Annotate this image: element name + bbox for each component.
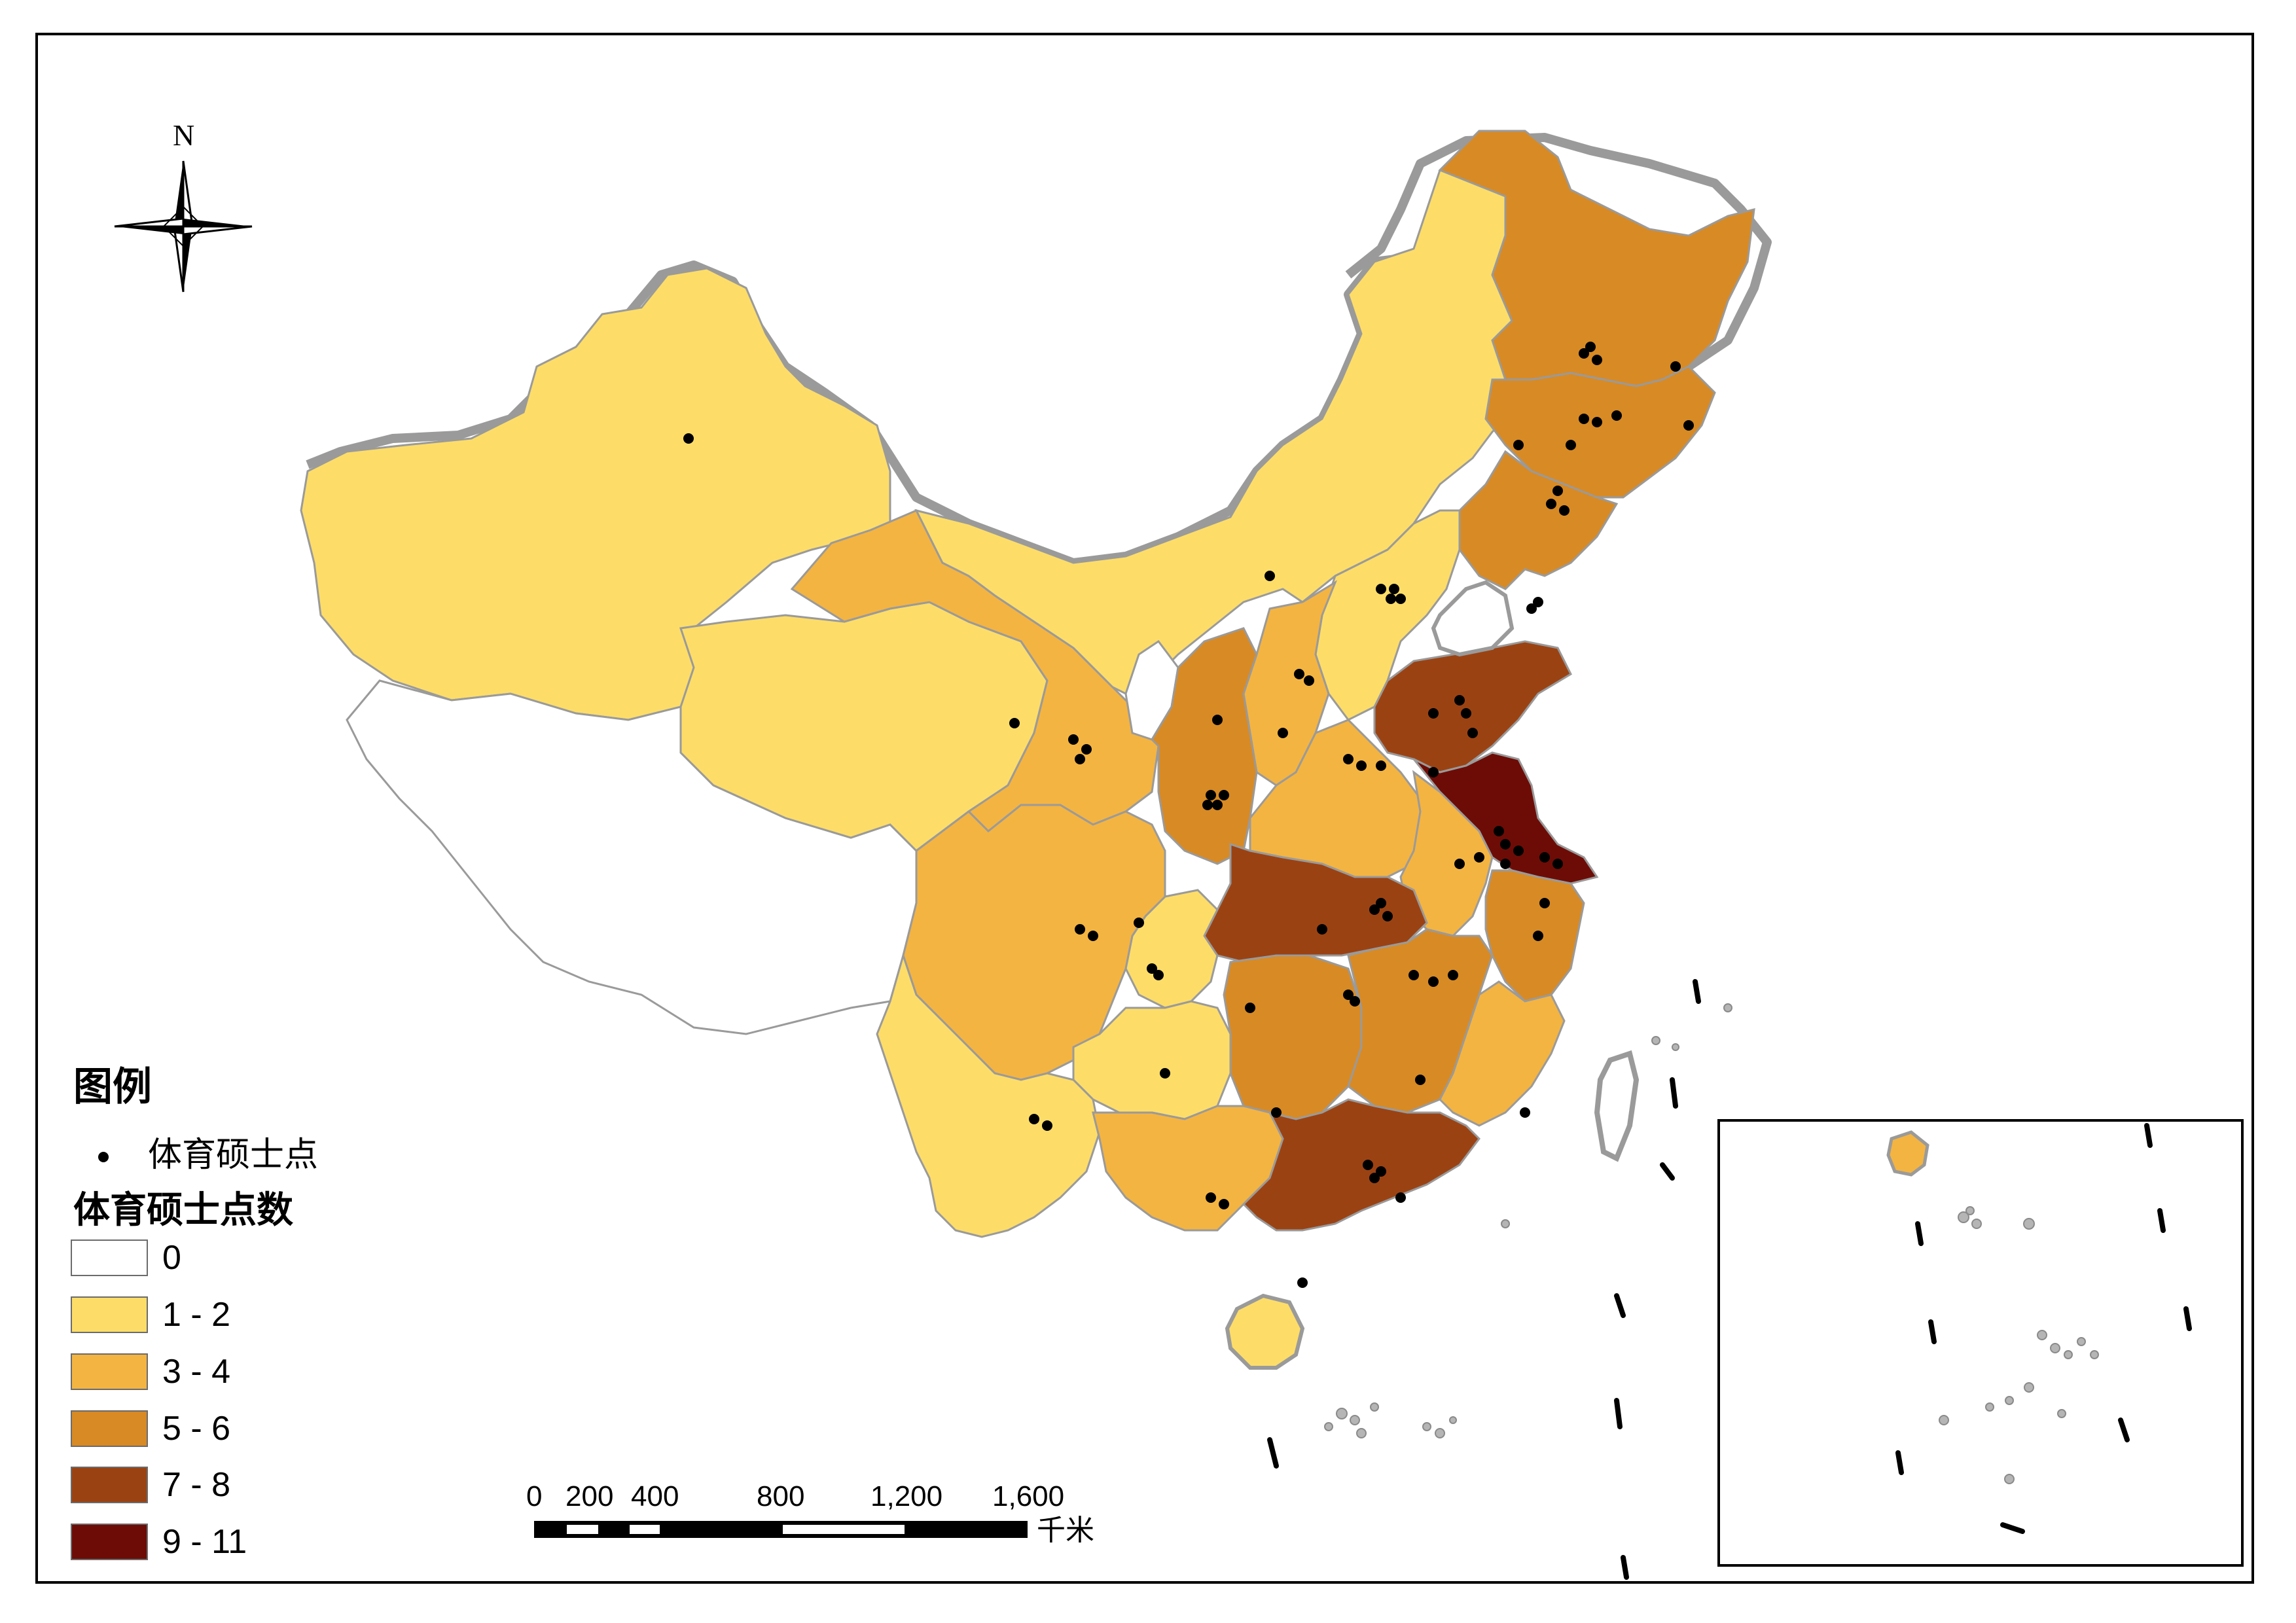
- legend-class-row: 9 - 11: [71, 1523, 247, 1561]
- region-fujian: [1439, 980, 1566, 1127]
- scale-unit: 千米: [1037, 1514, 1094, 1547]
- region-heilongjiang: [1438, 130, 1755, 387]
- south-china-sea-inset: [1717, 1119, 2244, 1567]
- legend-class-row: 7 - 8: [71, 1466, 231, 1504]
- legend-class-row: 5 - 6: [71, 1410, 231, 1448]
- scale-tick-label: 200: [565, 1480, 614, 1512]
- region-anhui: [1399, 770, 1494, 937]
- scale-tick-label: 1,600: [992, 1480, 1065, 1512]
- legend-class-label: 3 - 4: [162, 1353, 231, 1391]
- legend-point-entry: 体育硕士点: [98, 1127, 318, 1176]
- legend-class-label: 9 - 11: [162, 1523, 247, 1561]
- legend-point-label: 体育硕士点: [148, 1135, 319, 1175]
- legend-class-row: 1 - 2: [71, 1296, 231, 1334]
- scale-bar: [534, 1521, 1028, 1538]
- nine-dash-line: [1267, 979, 1701, 1580]
- region-tibet: [346, 679, 918, 1035]
- point-symbol-icon: [98, 1152, 109, 1162]
- north-label: N: [173, 118, 195, 152]
- scale-tick-label: 0: [526, 1480, 543, 1512]
- legend-swatch: [71, 1296, 148, 1333]
- legend-class-row: 0: [71, 1239, 181, 1277]
- north-arrow: [114, 160, 253, 293]
- legend-class-label: 7 - 8: [162, 1466, 231, 1504]
- region-shandong: [1373, 640, 1572, 774]
- legend-class-row: 3 - 4: [71, 1353, 231, 1391]
- master-points: [683, 342, 1694, 1288]
- region-guangdong: [1242, 1098, 1480, 1232]
- legend-class-label: 5 - 6: [162, 1410, 231, 1448]
- legend-swatch: [71, 1353, 148, 1390]
- legend-classes-title: 体育硕士点数: [73, 1189, 293, 1232]
- legend-swatch: [71, 1467, 148, 1503]
- region-hunan: [1223, 954, 1363, 1120]
- legend-class-label: 0: [162, 1239, 181, 1277]
- legend-swatch: [71, 1240, 148, 1276]
- region-liaoning: [1458, 450, 1619, 590]
- scale-tick-label: 400: [631, 1480, 679, 1512]
- legend-title: 图例: [73, 1064, 152, 1110]
- region-hainan: [1225, 1293, 1305, 1370]
- legend-swatch: [71, 1524, 148, 1560]
- scale-tick-label: 800: [757, 1480, 805, 1512]
- bohai-sea: [1431, 580, 1515, 657]
- region-yunnan: [876, 952, 1101, 1238]
- map-frame: [35, 33, 2254, 1584]
- scale-tick-label: 1,200: [870, 1480, 943, 1512]
- legend-class-label: 1 - 2: [162, 1296, 231, 1334]
- legend-swatch: [71, 1410, 148, 1447]
- south-sea-islands: [1324, 1003, 1732, 1438]
- region-taiwan: [1594, 1050, 1640, 1162]
